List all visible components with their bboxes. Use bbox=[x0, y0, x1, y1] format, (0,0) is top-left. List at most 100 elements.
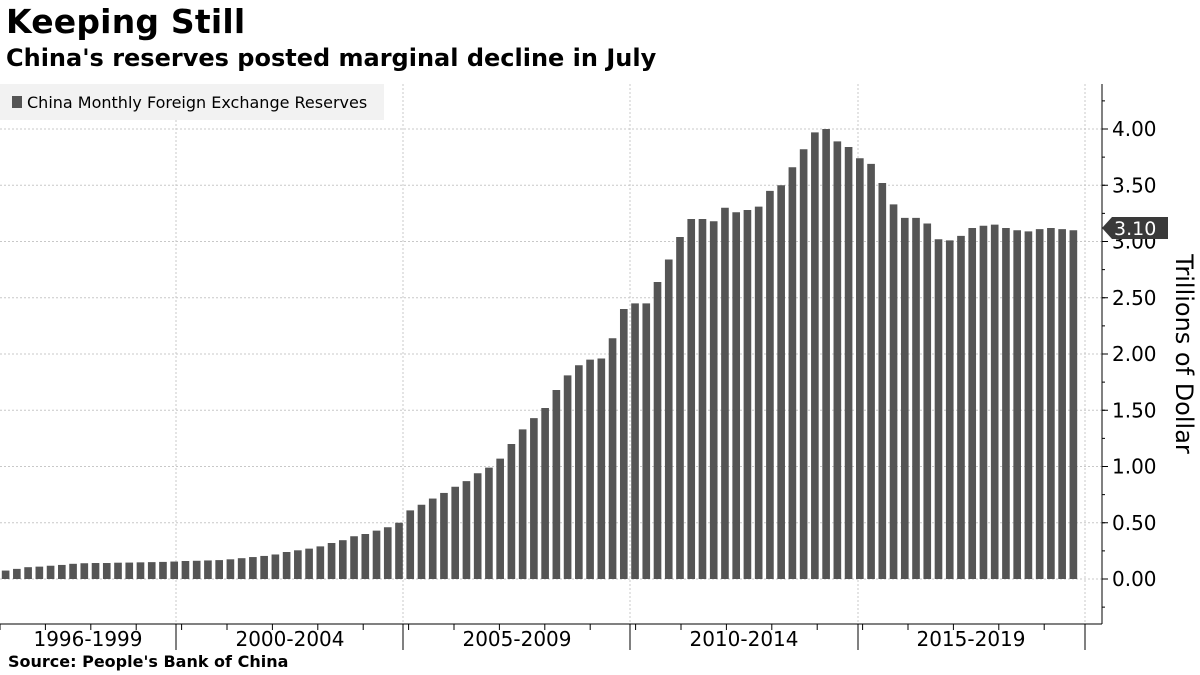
bar bbox=[541, 408, 549, 579]
bar bbox=[485, 467, 493, 580]
bar bbox=[608, 338, 617, 579]
bar bbox=[260, 555, 268, 579]
bar bbox=[575, 365, 583, 579]
axes: 0.000.501.001.502.002.503.003.504.001996… bbox=[0, 84, 1157, 651]
bar bbox=[395, 522, 403, 579]
bar bbox=[192, 560, 201, 579]
bar bbox=[844, 147, 853, 579]
y-tick-label: 2.00 bbox=[1112, 342, 1157, 366]
bar bbox=[552, 390, 561, 579]
y-tick-label: 1.00 bbox=[1112, 455, 1157, 479]
bar bbox=[305, 548, 313, 580]
last-value-label: 3.10 bbox=[1114, 218, 1156, 240]
bar bbox=[721, 207, 729, 579]
x-tick-label: 2015-2019 bbox=[916, 627, 1025, 651]
bar bbox=[13, 568, 21, 580]
bar bbox=[215, 560, 223, 579]
bar bbox=[799, 149, 808, 579]
bar bbox=[271, 554, 280, 579]
bar-series bbox=[1, 129, 1078, 580]
bar bbox=[338, 540, 347, 579]
bar bbox=[80, 563, 89, 579]
bar bbox=[788, 167, 797, 579]
bar bbox=[451, 486, 460, 579]
bar bbox=[900, 217, 909, 579]
bar bbox=[1002, 228, 1010, 579]
legend: China Monthly Foreign Exchange Reserves bbox=[0, 84, 384, 120]
bar bbox=[968, 228, 977, 579]
bar bbox=[159, 561, 167, 579]
y-axis-label: Trillions of Dollar bbox=[1170, 253, 1198, 454]
bar bbox=[282, 552, 291, 579]
y-tick-label: 0.50 bbox=[1112, 511, 1157, 535]
bar bbox=[204, 560, 212, 579]
legend-swatch bbox=[12, 96, 22, 108]
chart-subtitle: China's reserves posted marginal decline… bbox=[6, 44, 657, 72]
legend-box bbox=[0, 84, 384, 120]
bar bbox=[170, 561, 179, 579]
bar bbox=[58, 564, 66, 579]
bar bbox=[24, 567, 32, 579]
bar bbox=[1069, 230, 1078, 579]
bar bbox=[743, 210, 752, 579]
bar bbox=[35, 566, 44, 580]
bar bbox=[766, 190, 774, 579]
bar bbox=[878, 183, 887, 579]
bar bbox=[979, 225, 988, 579]
x-tick-label: 1996-1999 bbox=[33, 627, 142, 651]
y-tick-label: 0.00 bbox=[1112, 567, 1157, 591]
bar bbox=[676, 237, 684, 579]
bar bbox=[102, 563, 111, 579]
bar bbox=[856, 158, 864, 579]
bar bbox=[1047, 228, 1055, 579]
bar bbox=[181, 561, 190, 579]
y-tick-label: 1.50 bbox=[1112, 398, 1157, 422]
bar bbox=[957, 235, 965, 579]
legend-label: China Monthly Foreign Exchange Reserves bbox=[27, 93, 367, 112]
y-tick-label: 3.50 bbox=[1112, 173, 1157, 197]
bar bbox=[1013, 230, 1021, 579]
bar bbox=[833, 141, 842, 579]
bar bbox=[249, 557, 257, 579]
y-tick-label: 2.50 bbox=[1112, 286, 1157, 310]
bar bbox=[889, 204, 898, 579]
bar bbox=[822, 129, 830, 579]
x-tick-label: 2005-2009 bbox=[462, 627, 571, 651]
bar bbox=[642, 303, 651, 579]
bar bbox=[440, 492, 448, 579]
bar bbox=[294, 550, 302, 579]
bar bbox=[237, 558, 246, 579]
bar bbox=[473, 473, 482, 579]
bar bbox=[631, 303, 639, 579]
bar bbox=[361, 534, 370, 579]
bar bbox=[125, 562, 134, 579]
bar bbox=[518, 429, 527, 580]
bar bbox=[1, 570, 10, 579]
bar bbox=[811, 132, 819, 579]
bar bbox=[114, 562, 122, 579]
bar bbox=[406, 510, 415, 580]
bar bbox=[316, 546, 325, 580]
bar bbox=[428, 498, 437, 579]
bar bbox=[507, 444, 516, 579]
chart-title: Keeping Still bbox=[6, 2, 246, 41]
bar bbox=[417, 504, 426, 579]
bar bbox=[46, 565, 55, 579]
bar bbox=[1058, 229, 1066, 579]
bar bbox=[687, 219, 696, 579]
bar bbox=[912, 217, 920, 579]
bar bbox=[867, 163, 875, 579]
bar bbox=[990, 224, 999, 579]
bar bbox=[777, 185, 785, 579]
bar bbox=[147, 562, 156, 580]
bar bbox=[754, 206, 763, 579]
bar bbox=[664, 259, 673, 579]
bar bbox=[945, 240, 954, 579]
bar bbox=[372, 530, 381, 580]
x-tick-label: 2000-2004 bbox=[235, 627, 344, 651]
bar bbox=[327, 543, 336, 579]
x-tick-label: 2010-2014 bbox=[689, 627, 798, 651]
bar bbox=[709, 221, 718, 579]
bar bbox=[923, 223, 932, 579]
bar bbox=[934, 239, 943, 579]
